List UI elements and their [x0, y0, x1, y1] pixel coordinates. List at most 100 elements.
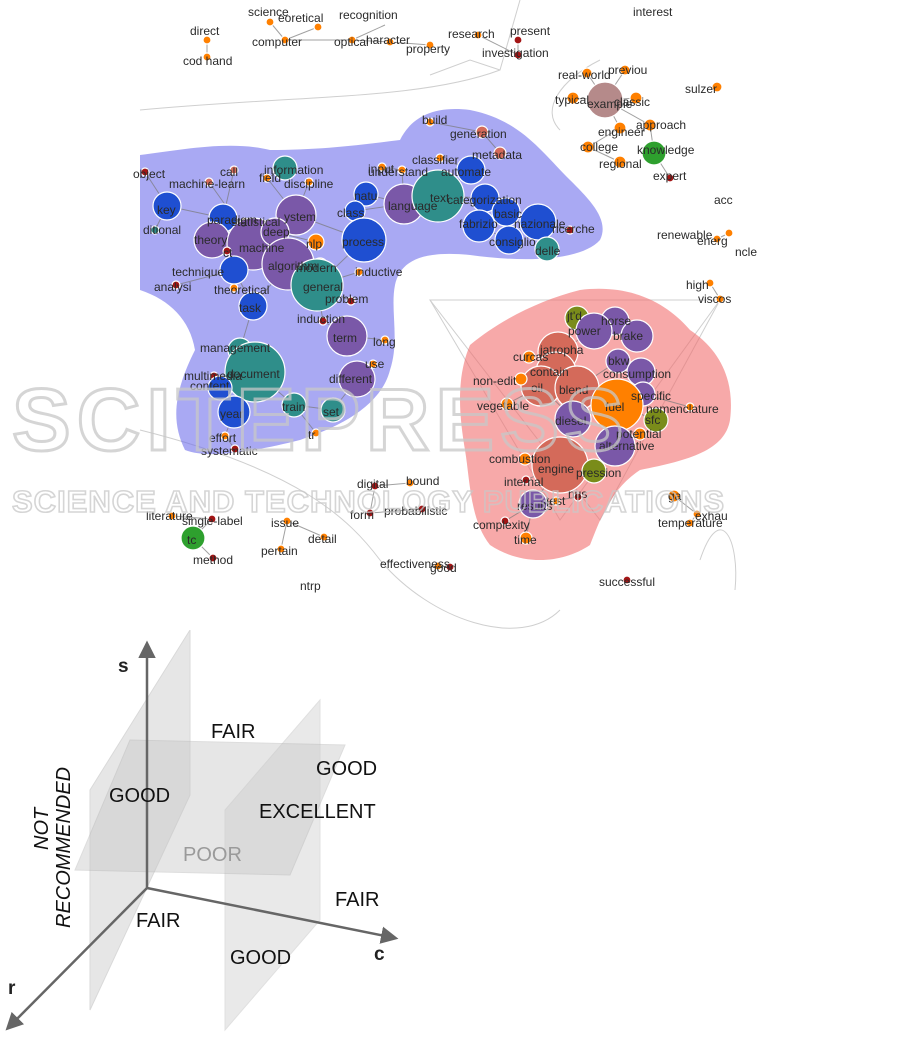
- network-node: [417, 504, 427, 514]
- edge: [429, 121, 483, 133]
- network-node: [365, 508, 375, 518]
- node-label: property: [406, 42, 450, 56]
- zone-fair-bottom: FAIR: [136, 910, 180, 932]
- network-node: [262, 173, 272, 183]
- node-label: digital: [357, 477, 388, 491]
- node-label: approach: [636, 118, 686, 132]
- network-node: [290, 258, 344, 312]
- background-line: [551, 59, 601, 131]
- node-label: inductive: [355, 265, 403, 279]
- node-label: sfc: [645, 413, 660, 427]
- network-node: [167, 511, 177, 521]
- network-node: [171, 280, 181, 290]
- node-label: successful: [599, 575, 655, 589]
- background-line: [139, 0, 521, 111]
- node-label: issue: [271, 516, 299, 530]
- node-label: effort: [209, 431, 237, 445]
- network-node: [341, 217, 387, 263]
- zone-fair-right: FAIR: [335, 889, 379, 911]
- network-node: [385, 37, 395, 47]
- node-label: deep: [263, 225, 290, 239]
- node-label: natu: [354, 189, 377, 203]
- network-node: [230, 444, 240, 454]
- network-node: [724, 228, 734, 238]
- node-label: computer: [252, 35, 302, 49]
- network-node: [513, 50, 523, 60]
- network-node: [575, 312, 613, 350]
- background-line: [429, 59, 501, 76]
- node-label: ditional: [143, 223, 181, 237]
- node-label: systematic: [201, 444, 258, 458]
- edge: [286, 520, 325, 538]
- network-node: [202, 35, 212, 45]
- node-label: knowledge: [637, 143, 695, 157]
- quality-cube-diagram: s c r FAIR GOOD GOOD EXCELLENT POOR FAIR…: [5, 630, 399, 1032]
- r-axis: [5, 887, 148, 1031]
- node-label: automate: [441, 165, 491, 179]
- network-node: [347, 35, 357, 45]
- network-node: [397, 165, 407, 175]
- node-label: consiglio: [489, 235, 536, 249]
- network-node: [353, 181, 379, 207]
- plane-mid: [224, 698, 321, 1032]
- node-label: blend: [559, 383, 588, 397]
- network-node: [494, 225, 524, 255]
- node-label: engine: [538, 462, 574, 476]
- node-label: time: [514, 533, 537, 547]
- zone-poor: POOR: [183, 844, 242, 866]
- network-node: [586, 81, 624, 119]
- node-label: jt'd: [566, 309, 582, 323]
- node-label: complexity: [473, 518, 530, 532]
- node-label: optical: [334, 35, 369, 49]
- network-node: [513, 35, 523, 45]
- node-label: call: [220, 165, 238, 179]
- node-label: content: [190, 379, 230, 393]
- node-label: modern: [296, 261, 337, 275]
- node-label: bound: [406, 474, 439, 488]
- network-node: [405, 478, 415, 488]
- node-label: language: [388, 199, 438, 213]
- network-node: [622, 575, 632, 585]
- node-label: detail: [308, 532, 337, 546]
- node-label: technique: [172, 265, 224, 279]
- network-node: [319, 532, 329, 542]
- edge: [351, 24, 386, 41]
- network-node: [276, 544, 286, 554]
- node-label: general: [303, 280, 343, 294]
- node-label: multimedia: [184, 369, 242, 383]
- zone-excellent: EXCELLENT: [259, 801, 376, 823]
- node-label: information: [264, 163, 323, 177]
- network-node: [514, 372, 528, 386]
- network-node: [354, 267, 364, 277]
- not-recommended-line1: NOT: [31, 806, 53, 850]
- network-node: [581, 140, 595, 154]
- network-node: [518, 489, 548, 519]
- zone-not-recommended: NOT RECOMMENDED: [31, 767, 75, 928]
- network-node: [475, 125, 489, 139]
- node-label: field: [259, 171, 281, 185]
- node-label: direct: [190, 24, 220, 38]
- network-node: [220, 431, 230, 441]
- node-label: combustion: [489, 452, 550, 466]
- node-label: tr: [308, 428, 315, 442]
- node-label: class: [337, 206, 364, 220]
- node-label: machine-learn: [169, 177, 245, 191]
- node-label: energ: [697, 234, 728, 248]
- node-label: set: [323, 405, 340, 419]
- node-label: literature: [146, 509, 193, 523]
- node-label: test: [546, 494, 566, 508]
- network-node: [152, 191, 182, 221]
- node-label: single-label: [182, 514, 243, 528]
- c-axis: [146, 886, 399, 944]
- network-node: [208, 553, 218, 563]
- network-node: [433, 561, 443, 571]
- node-label: generation: [450, 127, 507, 141]
- network-node: [534, 236, 560, 262]
- node-label: basic: [494, 207, 522, 221]
- node-label: different: [329, 372, 373, 386]
- network-nodes: [140, 17, 734, 585]
- network-node: [521, 475, 531, 485]
- node-label: good: [430, 561, 457, 575]
- node-label: nlp: [306, 237, 322, 251]
- network-node: [554, 400, 592, 438]
